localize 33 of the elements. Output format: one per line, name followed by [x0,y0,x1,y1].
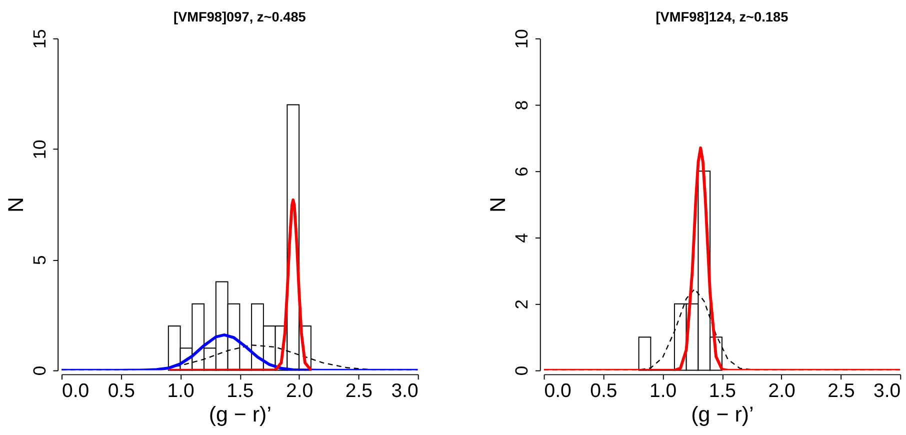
chart-title: [VMF98]124, z~0.185 [656,10,789,25]
y-tick-label: 10 [512,28,532,49]
x-tick-label: 1.0 [649,380,677,402]
y-tick-label: 0 [512,366,532,376]
x-tick-label: 3.0 [873,380,901,402]
y-tick-label: 10 [29,139,50,160]
y-tick-label: 6 [512,166,532,177]
x-tick-label: 2.0 [768,380,796,402]
y-tick-label: 15 [29,28,50,49]
x-tick-label: 0.0 [544,380,572,402]
line-series [62,333,418,370]
x-axis-title: (g − r)’ [208,402,272,427]
x-tick-label: 1.5 [226,380,254,402]
y-tick-label: 8 [512,100,532,110]
x-axis-title: (g − r)’ [691,402,754,427]
y-axis-title: N [4,197,28,213]
x-tick-label: 0.5 [108,380,136,402]
line-series [544,146,900,370]
y-tick-label: 0 [29,366,50,376]
x-tick-label: 2.5 [345,380,373,402]
y-axis-title: N [486,197,510,213]
x-tick-label: 2.5 [828,380,855,402]
x-tick-label: 1.5 [708,380,736,402]
x-tick-label: 1.0 [167,380,194,402]
x-tick-label: 0.0 [62,380,90,402]
x-tick-label: 0.5 [590,380,618,402]
y-tick-label: 4 [512,232,532,243]
y-tick-label: 2 [512,300,532,310]
y-tick-label: 5 [29,255,50,266]
chart-title: [VMF98]097, z~0.485 [173,10,306,25]
x-tick-label: 2.0 [286,380,314,402]
line-series [166,198,312,370]
x-tick-label: 3.0 [391,380,418,402]
